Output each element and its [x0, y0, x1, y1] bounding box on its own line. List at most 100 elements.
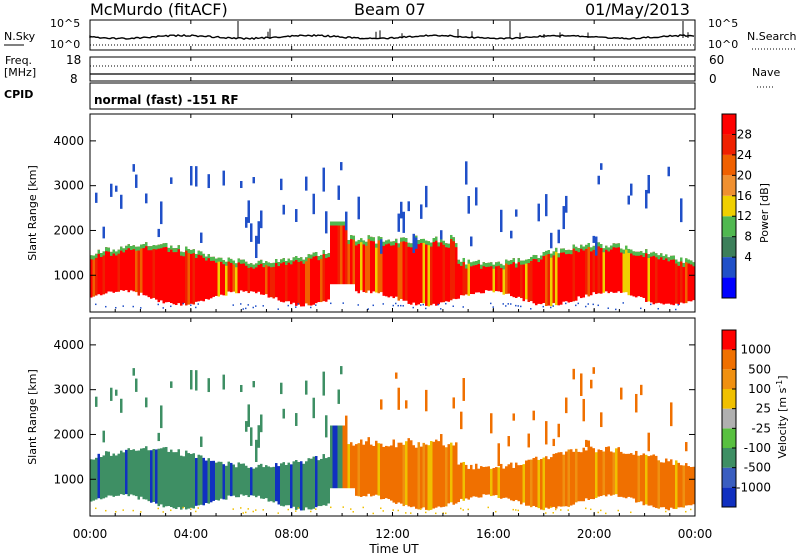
colorbar-swatch: [722, 487, 736, 507]
echo-cell: [352, 445, 355, 489]
echo-cell: [385, 240, 388, 245]
echo-cell: [552, 512, 554, 514]
echo-cell: [212, 256, 215, 261]
echo-cell: [490, 302, 492, 305]
colorbar-swatch: [722, 277, 736, 298]
velocity-data: [90, 366, 695, 515]
echo-cell: [192, 249, 195, 254]
echo-cell: [635, 251, 638, 256]
echo-cell: [365, 241, 368, 246]
echo-cell: [195, 370, 198, 391]
echo-cell: [290, 464, 293, 509]
echo-cell: [142, 448, 145, 500]
echo-cell: [530, 256, 533, 261]
echo-cell: [102, 251, 105, 295]
echo-cell: [255, 305, 257, 307]
echo-cell: [625, 453, 628, 499]
echo-cell: [422, 238, 425, 243]
echo-cell: [395, 302, 397, 305]
echo-cell: [145, 446, 148, 500]
echo-cell: [140, 244, 143, 249]
echo-cell: [182, 252, 185, 304]
echo-cell: [420, 238, 423, 243]
echo-cell: [342, 221, 345, 285]
echo-cell: [375, 243, 378, 293]
echo-cell: [170, 305, 172, 308]
echo-cell: [677, 261, 680, 305]
echo-cell: [275, 259, 278, 264]
echo-cell: [247, 404, 250, 427]
echo-cell: [485, 466, 488, 495]
echo-cell: [397, 243, 400, 301]
echo-cell: [627, 195, 630, 205]
colorbar-tick-label: 100: [748, 382, 771, 396]
echo-cell: [402, 211, 405, 233]
echo-cell: [115, 185, 118, 192]
cpid-text: normal (fast) -151 RF: [94, 93, 239, 107]
echo-cell: [462, 306, 464, 308]
echo-cell: [157, 244, 160, 303]
echo-cell: [507, 436, 510, 447]
echo-cell: [627, 248, 630, 253]
echo-cell: [640, 251, 643, 256]
echo-cell: [550, 253, 553, 258]
echo-cell: [550, 306, 552, 309]
echo-cell: [160, 244, 163, 249]
echo-cell: [390, 241, 393, 246]
echo-cell: [562, 248, 565, 302]
echo-cell: [310, 510, 312, 513]
echo-cell: [367, 437, 370, 446]
echo-cell: [367, 444, 370, 494]
echo-cell: [410, 440, 413, 508]
echo-cell: [507, 464, 510, 499]
echo-cell: [102, 455, 105, 499]
echo-cell: [95, 253, 98, 296]
echo-cell: [597, 175, 600, 185]
echo-cell: [680, 257, 683, 262]
power-colorbar-label: Power [dB]: [758, 183, 771, 243]
echo-cell: [575, 448, 578, 503]
echo-cell: [352, 235, 355, 240]
echo-cell: [692, 466, 695, 505]
echo-cell: [670, 459, 673, 508]
echo-cell: [562, 454, 565, 507]
echo-cell: [440, 238, 443, 303]
echo-cell: [592, 367, 595, 374]
echo-cell: [475, 463, 478, 497]
echo-cell: [380, 399, 383, 410]
echo-cell: [155, 449, 158, 504]
colorbar-tick-label: 4: [744, 250, 752, 264]
colorbar-tick-label: -25: [751, 421, 771, 435]
echo-cell: [262, 467, 265, 499]
echo-cell: [397, 442, 400, 503]
echo-cell: [402, 237, 405, 242]
echo-cell: [305, 257, 308, 304]
echo-cell: [200, 251, 203, 256]
echo-cell: [97, 453, 100, 499]
echo-cell: [647, 254, 650, 259]
echo-cell: [260, 463, 263, 499]
echo-cell: [242, 259, 245, 264]
echo-cell: [600, 244, 603, 294]
echo-cell: [670, 255, 673, 305]
echo-cell: [297, 507, 299, 509]
echo-cell: [105, 451, 108, 498]
echo-cell: [250, 467, 253, 496]
echo-cell: [675, 308, 677, 311]
echo-cell: [437, 242, 440, 247]
colorbar-tick-label: 24: [737, 148, 752, 162]
echo-cell: [107, 247, 110, 252]
echo-cell: [100, 457, 103, 500]
echo-cell: [600, 450, 603, 497]
echo-cell: [185, 450, 188, 510]
echo-cell: [167, 247, 170, 303]
freq-right-tick-bottom: 0: [709, 72, 717, 86]
echo-cell: [652, 251, 655, 305]
echo-cell: [537, 459, 540, 509]
echo-cell: [612, 452, 615, 495]
echo-cell: [322, 250, 325, 255]
echo-cell: [207, 254, 210, 300]
echo-cell: [505, 259, 508, 294]
echo-cell: [510, 260, 513, 297]
echo-cell: [517, 258, 520, 263]
